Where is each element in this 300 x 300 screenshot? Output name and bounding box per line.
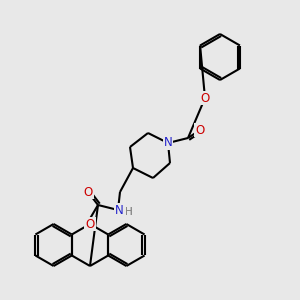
Text: N: N	[164, 136, 172, 149]
Text: O: O	[83, 185, 93, 199]
Text: O: O	[85, 218, 94, 230]
Text: O: O	[195, 124, 205, 136]
Text: O: O	[85, 218, 94, 230]
Text: H: H	[125, 207, 133, 217]
Text: O: O	[83, 185, 93, 199]
Text: H: H	[125, 207, 133, 217]
Text: N: N	[115, 203, 123, 217]
Text: N: N	[164, 136, 172, 149]
Text: O: O	[200, 92, 210, 104]
Text: O: O	[200, 92, 210, 104]
Text: N: N	[115, 203, 123, 217]
Text: O: O	[195, 124, 205, 136]
